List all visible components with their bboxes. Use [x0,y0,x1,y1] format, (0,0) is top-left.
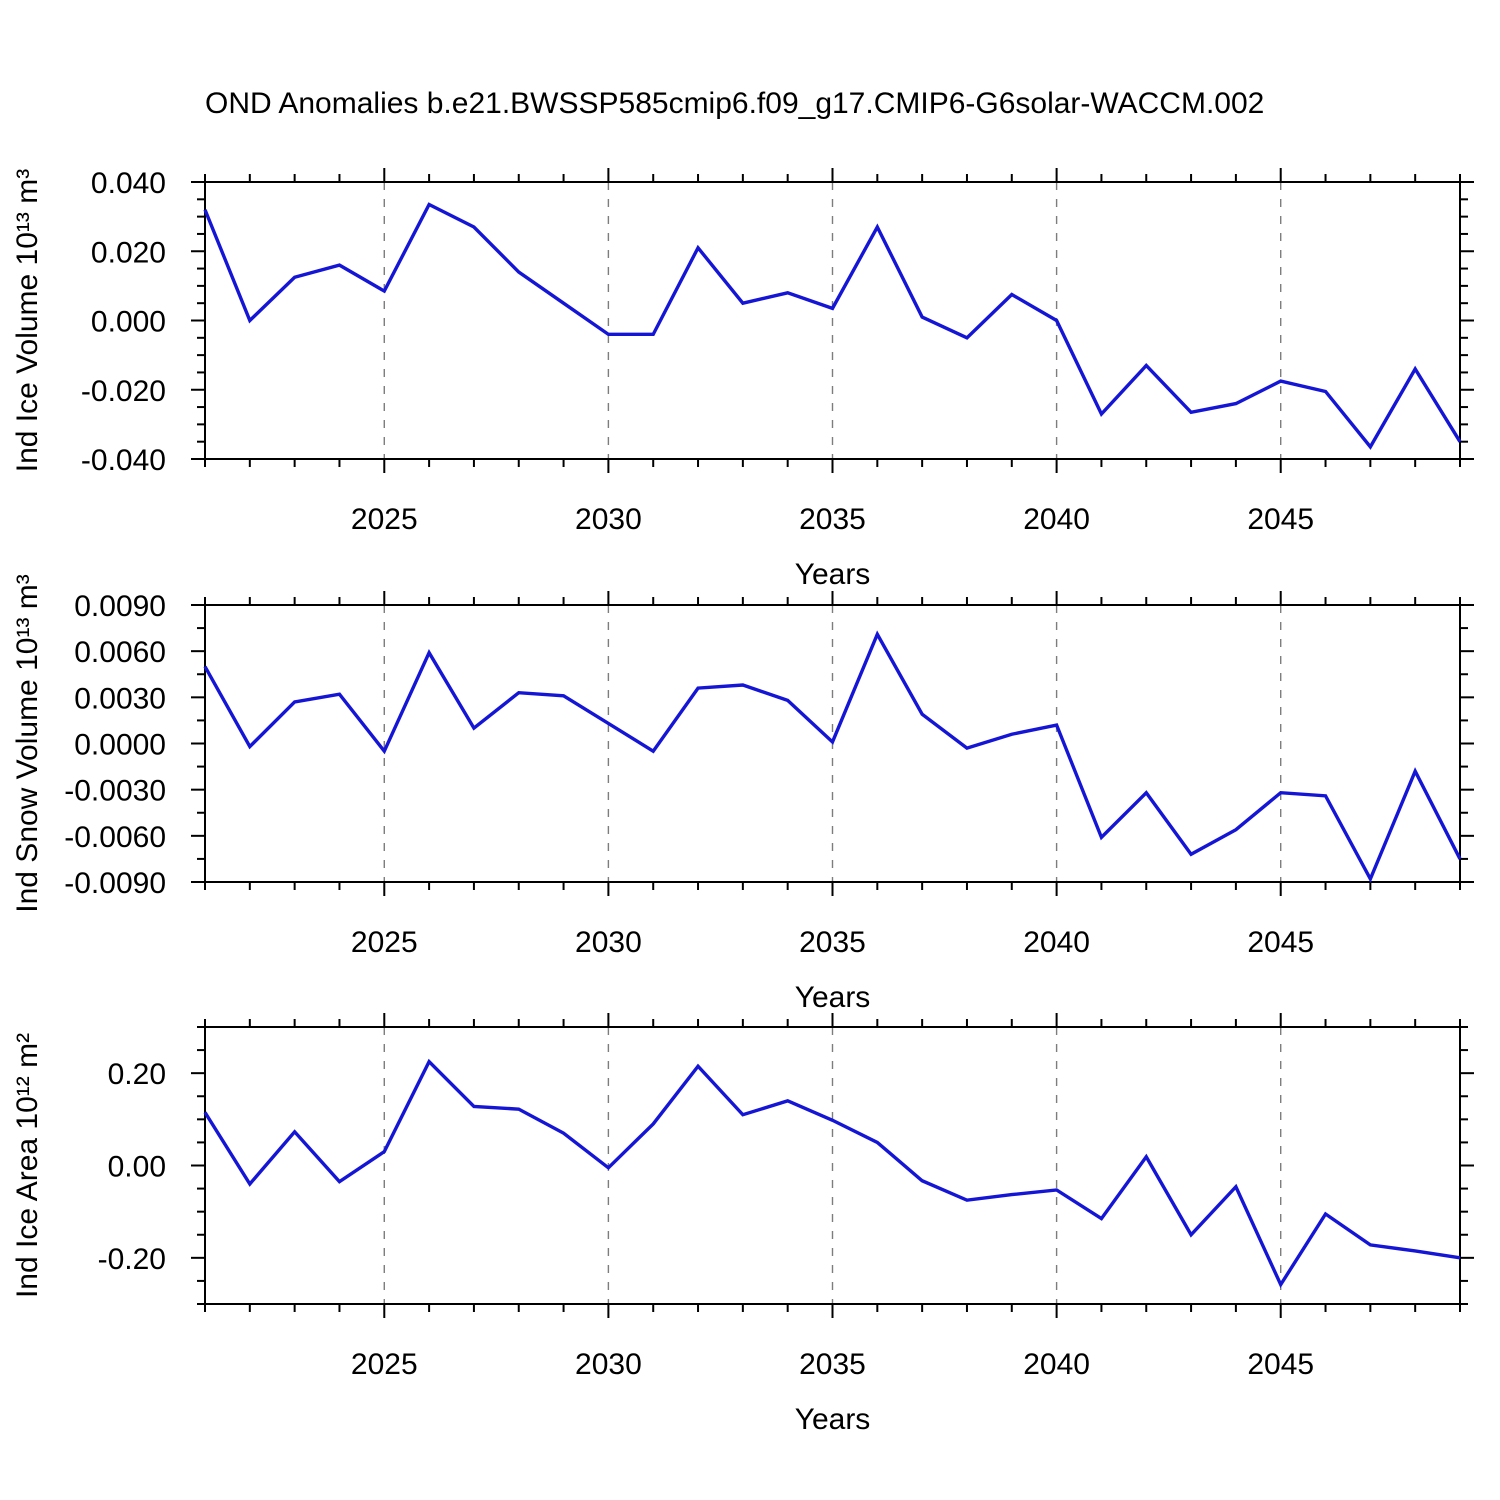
x-gridlines [383,1027,1282,1304]
figure-title: OND Anomalies b.e21.BWSSP585cmip6.f09_g1… [205,87,1265,120]
y-tick-label: -0.0060 [64,821,166,854]
y-tick-label: -0.0030 [64,775,166,808]
x-tick-label: 2025 [351,503,418,536]
x-tick-label: 2040 [1023,1348,1090,1381]
y-tick-label: 0.0000 [74,729,166,762]
chart-ice-area: 0.20 0.00 -0.20 2025 2030 2035 2040 2045 Years In… [11,1013,1474,1436]
y-tick-label: 0.000 [91,306,166,339]
y-tick-label: -0.20 [98,1243,166,1276]
x-tick-label: 2030 [575,503,642,536]
y-axis-title: Ind Snow Volume 10¹³ m³ [11,574,44,912]
axis-ticks [191,168,1474,473]
y-tick-label: 0.0030 [74,682,166,715]
series-line [203,1058,1461,1289]
y-tick-labels: 0.20 0.00 -0.20 [98,1058,166,1276]
x-axis-title: Years [795,558,871,591]
x-tick-label: 2040 [1023,926,1090,959]
y-tick-label: 0.020 [91,236,166,269]
x-tick-labels: 2025 2030 2035 2040 2045 [351,1348,1314,1381]
x-tick-label: 2045 [1247,503,1314,536]
axis-ticks [191,591,1474,896]
y-tick-labels: 0.040 0.020 0.000 -0.020 -0.040 [81,167,166,477]
y-tick-label: -0.020 [81,375,166,408]
x-gridlines [383,182,1282,459]
x-tick-label: 2045 [1247,926,1314,959]
x-tick-label: 2035 [799,926,866,959]
series-line [203,630,1462,883]
y-tick-label: 0.00 [108,1151,166,1184]
x-tick-label: 2035 [799,1348,866,1381]
x-tick-labels: 2025 2030 2035 2040 2045 [351,503,1314,536]
axis-ticks [191,1013,1474,1318]
x-tick-label: 2025 [351,926,418,959]
y-axis-title: Ind Ice Volume 10¹³ m³ [11,169,44,472]
y-axis-title: Ind Ice Area 10¹² m² [11,1033,44,1298]
x-tick-label: 2045 [1247,1348,1314,1381]
y-tick-labels: 0.0090 0.0060 0.0030 0.0000 -0.0030 -0.0060 -0… [64,590,166,900]
y-tick-label: -0.0090 [64,867,166,900]
x-tick-label: 2025 [351,1348,418,1381]
x-gridlines [383,605,1282,882]
plot-frame [204,181,1461,460]
series-line [203,202,1462,450]
y-tick-label: 0.040 [91,167,166,200]
chart-snow-volume: 0.0090 0.0060 0.0030 0.0000 -0.0030 -0.0060 -0… [11,574,1474,1014]
y-tick-label: 0.0060 [74,636,166,669]
x-tick-label: 2040 [1023,503,1090,536]
y-tick-label: -0.040 [81,444,166,477]
y-tick-label: 0.0090 [74,590,166,623]
y-tick-label: 0.20 [108,1058,166,1091]
plot-frame [204,604,1461,883]
x-axis-title: Years [795,981,871,1014]
plot-frame [204,1026,1461,1305]
x-axis-title: Years [795,1403,871,1436]
x-tick-label: 2030 [575,926,642,959]
x-tick-label: 2035 [799,503,866,536]
x-tick-label: 2030 [575,1348,642,1381]
x-tick-labels: 2025 2030 2035 2040 2045 [351,926,1314,959]
